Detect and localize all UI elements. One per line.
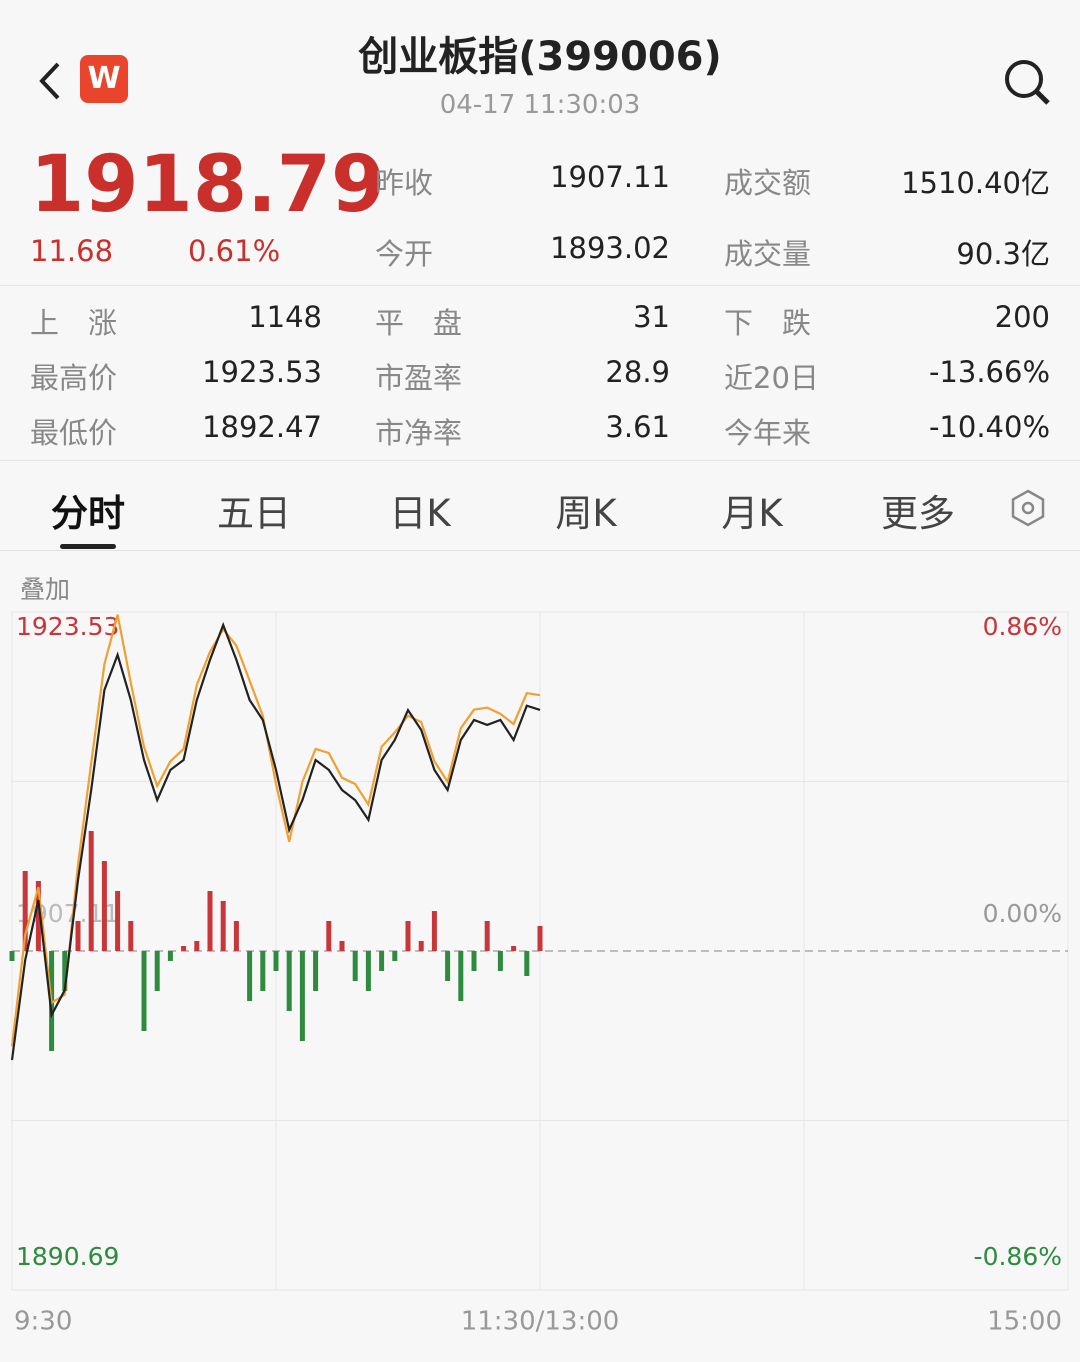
change-bar — [141, 951, 147, 1031]
y-tick-label: 1890.69 — [16, 1242, 119, 1271]
change-bar — [233, 921, 239, 951]
divider — [0, 285, 1080, 286]
title: 创业板指(399006) — [358, 34, 722, 80]
change-bar — [431, 911, 437, 951]
breadth-label: 平 盘 — [375, 306, 463, 340]
change-bar — [379, 951, 385, 971]
change-bar — [339, 941, 345, 951]
stat-value: 1893.02 — [550, 231, 670, 265]
change-bar — [511, 946, 517, 951]
change-bar — [445, 951, 451, 981]
tab[interactable]: 月K — [721, 492, 783, 535]
change-bar — [167, 951, 173, 961]
price-line — [10, 614, 541, 1047]
timestamp: 04-17 11:30:03 — [439, 90, 641, 120]
change-percent: 0.61% — [188, 234, 281, 268]
breadth-label: 今年来 — [724, 416, 812, 450]
y2-tick-label: 0.86% — [983, 612, 1062, 641]
change-bar — [181, 946, 187, 951]
change-bar — [471, 951, 477, 971]
change-bar — [418, 941, 424, 951]
change-bar — [220, 901, 226, 951]
overlay-button[interactable]: 叠加 — [20, 575, 71, 604]
change-bar — [247, 951, 253, 1001]
change-bar — [524, 951, 530, 976]
breadth-value: 1892.47 — [202, 410, 322, 444]
stat-value: 1510.40亿 — [901, 166, 1050, 200]
breadth-value: 200 — [994, 300, 1050, 334]
breadth-label: 近20日 — [724, 361, 819, 395]
change-bar — [101, 861, 107, 951]
stat-label: 今开 — [375, 237, 434, 271]
change-bar — [299, 951, 305, 1041]
stat-label: 成交额 — [724, 166, 812, 200]
change-bar — [207, 891, 213, 951]
change-bar — [35, 881, 41, 951]
back-button[interactable] — [30, 58, 70, 104]
divider — [0, 460, 1080, 461]
tab[interactable]: 日K — [389, 492, 451, 535]
change: 11.68 — [30, 234, 114, 268]
change-bar — [9, 951, 15, 961]
breadth-label: 上 涨 — [30, 306, 118, 340]
breadth-value: -13.66% — [928, 355, 1050, 389]
change-bar — [352, 951, 358, 981]
stat-label: 成交量 — [724, 237, 812, 271]
breadth-label: 市净率 — [375, 416, 463, 450]
change-bar — [484, 921, 490, 951]
y-tick-label: 1923.53 — [16, 612, 119, 641]
breadth-label: 最低价 — [30, 416, 118, 450]
change-bar — [497, 951, 503, 971]
change-bar — [75, 921, 81, 951]
tab[interactable]: 周K — [555, 492, 617, 535]
change-bar — [273, 951, 279, 971]
change-bar — [326, 921, 332, 951]
app-logo: W — [80, 55, 128, 103]
change-bar — [22, 871, 28, 951]
x-tick-label: 9:30 — [14, 1307, 72, 1337]
tab[interactable]: 五日 — [217, 492, 291, 535]
change-bar — [154, 951, 160, 991]
breadth-label: 下 跌 — [724, 306, 812, 340]
stat-value: 90.3亿 — [956, 237, 1050, 271]
change-bar — [115, 891, 121, 951]
price: 1918.79 — [30, 140, 386, 230]
breadth-value: 1923.53 — [202, 355, 322, 389]
change-bar — [458, 951, 464, 1001]
change-bar — [260, 951, 266, 991]
change-bar — [392, 951, 398, 961]
breadth-value: 1148 — [248, 300, 322, 334]
y2-tick-label: -0.86% — [974, 1242, 1062, 1271]
change-bar — [88, 831, 94, 951]
breadth-label: 最高价 — [30, 361, 118, 395]
change-bar — [194, 941, 200, 951]
price-line — [10, 621, 541, 1061]
breadth-value: 28.9 — [605, 355, 670, 389]
change-bar — [128, 921, 134, 951]
tab-indicator — [60, 544, 116, 549]
stat-label: 昨收 — [375, 166, 434, 200]
breadth-value: 3.61 — [605, 410, 670, 444]
change-bar — [286, 951, 292, 1011]
change-bar — [405, 921, 411, 951]
x-tick-label: 11:30/13:00 — [461, 1307, 620, 1337]
stat-value: 1907.11 — [550, 160, 670, 194]
settings-button[interactable] — [1008, 488, 1048, 528]
change-bar — [62, 951, 68, 991]
tab[interactable]: 更多 — [881, 492, 955, 535]
breadth-value: 31 — [633, 300, 670, 334]
y2-tick-label: 0.00% — [983, 899, 1062, 928]
breadth-label: 市盈率 — [375, 361, 463, 395]
change-bar — [365, 951, 371, 991]
divider — [0, 550, 1080, 551]
change-bar — [537, 926, 543, 951]
breadth-value: -10.40% — [928, 410, 1050, 444]
x-tick-label: 15:00 — [987, 1307, 1062, 1337]
search-button[interactable] — [1000, 55, 1054, 109]
change-bar — [313, 951, 319, 991]
tab[interactable]: 分时 — [51, 492, 125, 535]
